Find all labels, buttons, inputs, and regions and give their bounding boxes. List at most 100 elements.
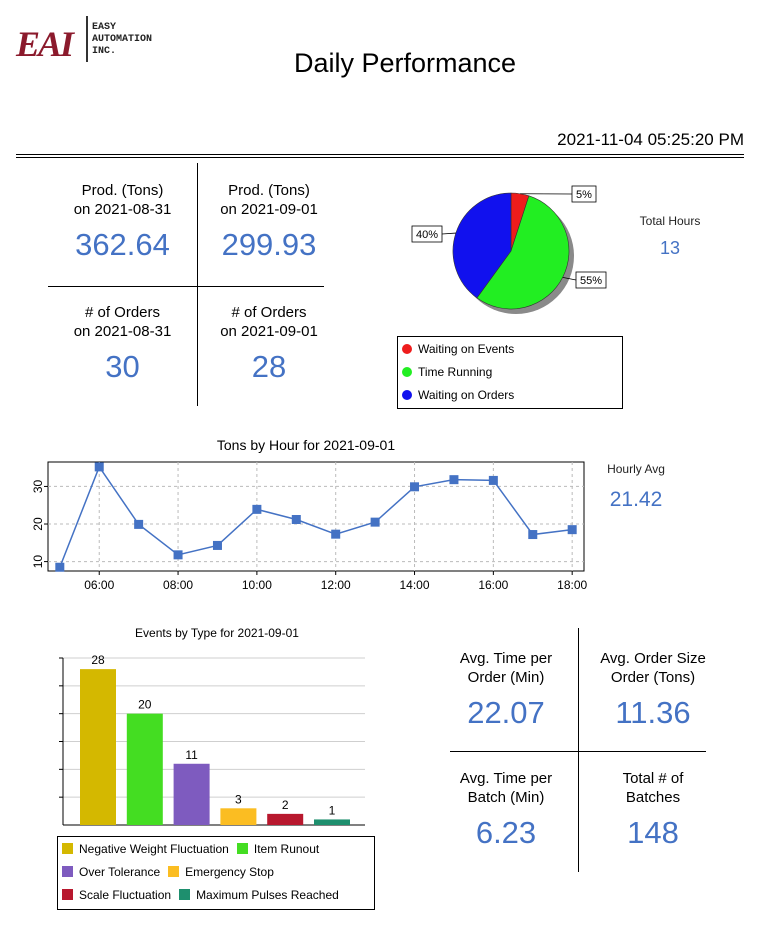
kpi-avg-time-order: Avg. Time per Order (Min) 22.07 <box>434 649 578 731</box>
pie-data-label: 40% <box>416 229 438 241</box>
report-datetime: 2021-11-04 05:25:20 PM <box>557 130 744 149</box>
legend-swatch <box>179 889 191 900</box>
bar-value-label: 28 <box>91 653 105 667</box>
data-point <box>449 475 459 485</box>
bar <box>267 813 304 825</box>
kpi-avg-time-batch: Avg. Time per Batch (Min) 6.23 <box>434 769 578 851</box>
time-pie-chart: 5% 55% 40% <box>411 185 607 314</box>
legend-item: Time Running <box>398 360 622 383</box>
bar-value-label: 2 <box>282 798 289 812</box>
kpi-label: Prod. (Tons) <box>81 182 164 199</box>
legend-label: Maximum Pulses Reached <box>196 887 339 902</box>
kpi-prod-0831: Prod. (Tons) on 2021-08-31 362.64 <box>48 181 197 263</box>
kpi-label: Total # of <box>622 770 684 787</box>
legend-label: Time Running <box>418 364 493 379</box>
bar <box>126 713 163 825</box>
bar-value-label: 1 <box>329 803 336 817</box>
kpi-label: Avg. Order Size <box>600 650 706 667</box>
bar <box>314 819 350 825</box>
legend-label: Negative Weight Fluctuation <box>79 841 229 856</box>
legend-label: Scale Fluctuation <box>79 887 172 902</box>
kpi-label: # of Orders <box>231 304 307 321</box>
bar-value-label: 3 <box>235 792 242 806</box>
kpi-grid-divider <box>578 628 579 872</box>
data-point <box>94 462 104 472</box>
kpi-value: 299.93 <box>221 227 317 262</box>
kpi-value: 148 <box>627 815 679 850</box>
pie-data-label: 5% <box>576 189 592 201</box>
header-rule <box>16 154 744 155</box>
data-point <box>212 540 222 550</box>
company-name-line: INC. <box>92 46 117 57</box>
data-point <box>370 517 380 527</box>
page-title: Daily Performance <box>293 48 517 78</box>
company-name-line: AUTOMATION <box>92 34 153 45</box>
x-tick-label: 10:00 <box>242 578 272 592</box>
bar-value-label: 20 <box>138 698 152 712</box>
pie-label-box <box>575 271 607 289</box>
kpi-label: Order (Tons) <box>610 669 696 686</box>
pie-data-label: 55% <box>580 275 602 287</box>
pie-slice <box>452 192 512 299</box>
y-tick-label: 30 <box>31 479 45 493</box>
data-point <box>252 504 262 514</box>
kpi-value: 22.07 <box>467 695 545 730</box>
header-rule <box>16 157 744 158</box>
kpi-orders-0831: # of Orders on 2021-08-31 30 <box>48 303 197 385</box>
kpi-label: on 2021-09-01 <box>220 323 318 340</box>
kpi-avg-order-size: Avg. Order Size Order (Tons) 11.36 <box>578 649 728 731</box>
tons-by-hour-chart: Tons by Hour for 2021-09-01 06:00 08:00 10:… <box>31 437 588 592</box>
kpi-grid-divider <box>197 163 198 406</box>
total-hours-value: 13 <box>659 238 681 258</box>
data-point <box>410 482 420 492</box>
kpi-label: # of Orders <box>84 304 161 321</box>
legend-swatch <box>62 843 73 854</box>
company-name: EASY AUTOMATION INC. <box>92 22 172 58</box>
data-point <box>331 529 341 539</box>
kpi-label: on 2021-09-01 <box>220 201 318 218</box>
company-name-line: EASY <box>92 22 117 33</box>
kpi-label: on 2021-08-31 <box>73 323 172 340</box>
legend-item: Scale Fluctuation Maximum Pulses Reached <box>58 883 374 906</box>
kpi-label: Avg. Time per <box>459 770 553 787</box>
legend-swatch <box>402 343 412 354</box>
pie-leader-line <box>562 276 577 281</box>
pie-label-box <box>411 225 443 243</box>
pie-legend: Waiting on Events Time Running Waiting o… <box>397 336 623 409</box>
kpi-label: Batch (Min) <box>467 789 545 806</box>
legend-swatch <box>236 843 248 854</box>
pie-leader-line <box>441 232 456 235</box>
company-logo: EAI <box>16 24 74 64</box>
x-tick-label: 14:00 <box>400 578 430 592</box>
x-tick-label: 12:00 <box>321 578 351 592</box>
kpi-label: on 2021-08-31 <box>73 201 172 218</box>
kpi-label: Batches <box>625 789 681 806</box>
bar <box>80 669 116 825</box>
pie-slice <box>476 195 570 310</box>
bar-value-label: 11 <box>185 748 198 762</box>
kpi-value: 30 <box>105 349 140 384</box>
kpi-grid-divider <box>48 286 324 287</box>
kpi-value: 362.64 <box>75 227 170 262</box>
kpi-label: Order (Min) <box>467 669 545 686</box>
kpi-total-batches: Total # of Batches 148 <box>578 769 728 851</box>
legend-item: Waiting on Orders <box>398 383 622 406</box>
kpi-label: Avg. Time per <box>459 650 553 667</box>
kpi-label: Prod. (Tons) <box>228 182 310 199</box>
x-tick-label: 06:00 <box>84 578 114 592</box>
hourly-avg-label: Hourly Avg <box>607 462 665 476</box>
legend-item: Over Tolerance Emergency Stop <box>58 860 374 883</box>
kpi-value: 28 <box>251 349 287 384</box>
legend-label: Emergency Stop <box>185 864 274 879</box>
legend-swatch <box>62 866 73 877</box>
kpi-orders-0901: # of Orders on 2021-09-01 28 <box>197 303 341 385</box>
kpi-value: 6.23 <box>475 815 537 850</box>
data-point <box>55 562 65 572</box>
data-point <box>488 475 498 485</box>
legend-label: Over Tolerance <box>79 864 161 879</box>
hourly-avg-value: 21.42 <box>609 488 663 511</box>
chart-title: Tons by Hour for 2021-09-01 <box>217 437 395 453</box>
bar <box>173 763 210 825</box>
logo-divider <box>86 16 88 62</box>
legend-label: Waiting on Events <box>418 341 515 356</box>
